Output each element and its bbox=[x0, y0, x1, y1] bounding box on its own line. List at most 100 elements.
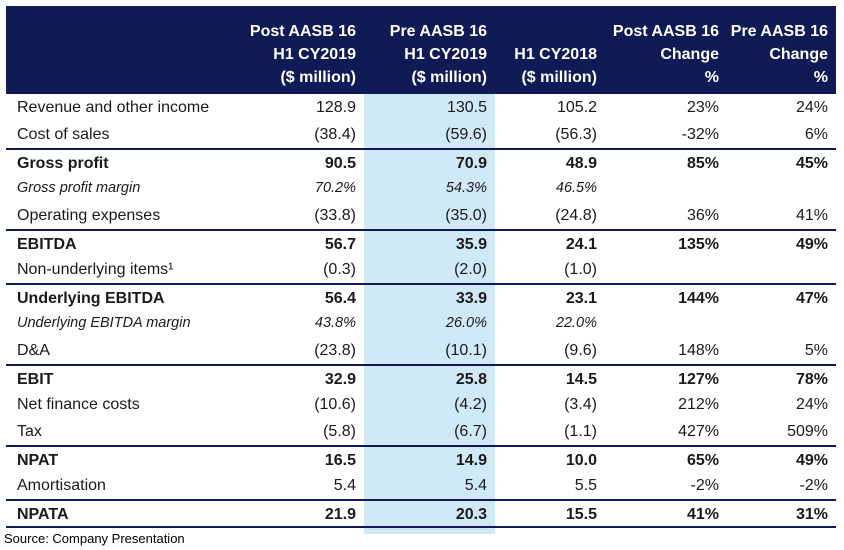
row-label: Underlying EBITDA margin bbox=[17, 315, 191, 331]
cell-pre-h1-2019: 130.5 bbox=[446, 99, 487, 116]
row-label: NPATA bbox=[17, 506, 69, 523]
cell-post-h1-2019: (33.8) bbox=[314, 207, 356, 224]
cell-h1-2018: (3.4) bbox=[564, 396, 597, 413]
header-post-aasb16-change: Post AASB 16 Change % bbox=[612, 23, 719, 86]
cell-pre-h1-2019: 33.9 bbox=[455, 290, 487, 307]
cell-post-change: 41% bbox=[686, 506, 719, 523]
cell-pre-h1-2019: (4.2) bbox=[454, 396, 487, 413]
row-label: Operating expenses bbox=[17, 207, 161, 224]
header-post-aasb16-h1-cy2019: Post AASB 16 H1 CY2019 ($ million) bbox=[249, 23, 356, 86]
cell-h1-2018: 105.2 bbox=[556, 99, 597, 116]
cell-post-change: 212% bbox=[678, 396, 719, 413]
table-row: Underlying EBITDA margin 43.8% 26.0% 22.… bbox=[6, 310, 836, 337]
cell-post-h1-2019: 56.4 bbox=[324, 290, 356, 307]
row-label: Underlying EBITDA bbox=[17, 290, 165, 307]
cell-post-h1-2019: (23.8) bbox=[314, 342, 356, 359]
cell-pre-change: 47% bbox=[795, 290, 828, 307]
cell-post-h1-2019: 32.9 bbox=[324, 371, 356, 388]
table-row: Operating expenses (33.8) (35.0) (24.8) … bbox=[6, 202, 836, 229]
cell-pre-h1-2019: 5.4 bbox=[464, 477, 487, 494]
table-row: D&A (23.8) (10.1) (9.6) 148% 5% bbox=[6, 337, 836, 364]
cell-h1-2018: (24.8) bbox=[555, 207, 597, 224]
source-note: Source: Company Presentation bbox=[4, 531, 185, 546]
cell-pre-change: 45% bbox=[795, 155, 828, 172]
row-label: Gross profit margin bbox=[17, 180, 141, 196]
cell-post-h1-2019: 70.2% bbox=[314, 180, 356, 196]
table-row: Net finance costs (10.6) (4.2) (3.4) 212… bbox=[6, 391, 836, 418]
cell-pre-h1-2019: 25.8 bbox=[455, 371, 487, 388]
cell-h1-2018: 23.1 bbox=[565, 290, 597, 307]
cell-h1-2018: 5.5 bbox=[574, 477, 597, 494]
cell-h1-2018: 10.0 bbox=[565, 452, 597, 469]
cell-h1-2018: 15.5 bbox=[565, 506, 597, 523]
cell-post-change: 135% bbox=[678, 236, 719, 253]
cell-h1-2018: (9.6) bbox=[564, 342, 597, 359]
row-label: Cost of sales bbox=[17, 126, 110, 143]
table-row: Underlying EBITDA 56.4 33.9 23.1 144% 47… bbox=[6, 283, 836, 312]
table-row: Tax (5.8) (6.7) (1.1) 427% 509% bbox=[6, 418, 836, 445]
cell-h1-2018: 22.0% bbox=[555, 315, 597, 331]
cell-pre-h1-2019: (35.0) bbox=[445, 207, 487, 224]
cell-post-h1-2019: 21.9 bbox=[324, 506, 356, 523]
table-row: Gross profit margin 70.2% 54.3% 46.5% bbox=[6, 175, 836, 202]
cell-post-change: 65% bbox=[686, 452, 719, 469]
table-row: EBITDA 56.7 35.9 24.1 135% 49% bbox=[6, 229, 836, 258]
cell-post-h1-2019: (0.3) bbox=[323, 261, 356, 278]
cell-h1-2018: 48.9 bbox=[565, 155, 597, 172]
row-label: Net finance costs bbox=[17, 396, 140, 413]
cell-post-change: -32% bbox=[681, 126, 719, 143]
row-label: NPAT bbox=[17, 452, 59, 469]
table-row: Non-underlying items¹ (0.3) (2.0) (1.0) bbox=[6, 256, 836, 283]
cell-post-h1-2019: 43.8% bbox=[314, 315, 356, 331]
cell-pre-h1-2019: 70.9 bbox=[455, 155, 487, 172]
cell-post-change: 127% bbox=[678, 371, 719, 388]
cell-h1-2018: 24.1 bbox=[565, 236, 597, 253]
table-bottom-rule bbox=[6, 526, 836, 528]
cell-post-h1-2019: 5.4 bbox=[333, 477, 356, 494]
cell-pre-change: 5% bbox=[804, 342, 828, 359]
row-label: Non-underlying items¹ bbox=[17, 261, 174, 278]
cell-pre-h1-2019: (59.6) bbox=[445, 126, 487, 143]
cell-h1-2018: (56.3) bbox=[555, 126, 597, 143]
cell-pre-change: 78% bbox=[795, 371, 828, 388]
table-row: Revenue and other income 128.9 130.5 105… bbox=[6, 94, 836, 121]
cell-h1-2018: 46.5% bbox=[555, 180, 597, 196]
cell-pre-change: -2% bbox=[799, 477, 828, 494]
header-pre-aasb16-h1-cy2019: Pre AASB 16 H1 CY2019 ($ million) bbox=[389, 23, 487, 86]
row-label: EBIT bbox=[17, 371, 54, 388]
cell-post-change: 23% bbox=[686, 99, 719, 116]
cell-pre-change: 509% bbox=[787, 423, 828, 440]
cell-post-change: -2% bbox=[690, 477, 719, 494]
header-h1-cy2018: H1 CY2018 ($ million) bbox=[514, 46, 597, 86]
table-row: Gross profit 90.5 70.9 48.9 85% 45% bbox=[6, 148, 836, 177]
cell-pre-h1-2019: 20.3 bbox=[455, 506, 487, 523]
cell-post-h1-2019: 90.5 bbox=[324, 155, 356, 172]
row-label: EBITDA bbox=[17, 236, 77, 253]
cell-pre-change: 41% bbox=[795, 207, 828, 224]
cell-pre-change: 49% bbox=[795, 452, 828, 469]
cell-h1-2018: 14.5 bbox=[565, 371, 597, 388]
financial-table: Post AASB 16 H1 CY2019 ($ million) Pre A… bbox=[6, 6, 836, 534]
cell-post-change: 427% bbox=[678, 423, 719, 440]
cell-post-h1-2019: (38.4) bbox=[314, 126, 356, 143]
pre-aasb16-highlight-band bbox=[364, 94, 495, 534]
cell-pre-h1-2019: (2.0) bbox=[454, 261, 487, 278]
header-pre-aasb16-change: Pre AASB 16 Change % bbox=[730, 23, 828, 86]
table-row: Amortisation 5.4 5.4 5.5 -2% -2% bbox=[6, 472, 836, 499]
cell-post-change: 148% bbox=[678, 342, 719, 359]
row-label: Gross profit bbox=[17, 155, 109, 172]
cell-post-h1-2019: 16.5 bbox=[324, 452, 356, 469]
cell-h1-2018: (1.1) bbox=[564, 423, 597, 440]
cell-pre-change: 24% bbox=[795, 396, 828, 413]
cell-pre-h1-2019: (6.7) bbox=[454, 423, 487, 440]
cell-post-change: 36% bbox=[686, 207, 719, 224]
row-label: D&A bbox=[17, 342, 50, 359]
table-row: EBIT 32.9 25.8 14.5 127% 78% bbox=[6, 364, 836, 393]
cell-pre-h1-2019: 54.3% bbox=[445, 180, 487, 196]
cell-pre-change: 49% bbox=[795, 236, 828, 253]
cell-post-h1-2019: (10.6) bbox=[314, 396, 356, 413]
cell-pre-change: 6% bbox=[804, 126, 828, 143]
cell-post-change: 144% bbox=[678, 290, 719, 307]
row-label: Amortisation bbox=[17, 477, 106, 494]
cell-pre-h1-2019: (10.1) bbox=[445, 342, 487, 359]
